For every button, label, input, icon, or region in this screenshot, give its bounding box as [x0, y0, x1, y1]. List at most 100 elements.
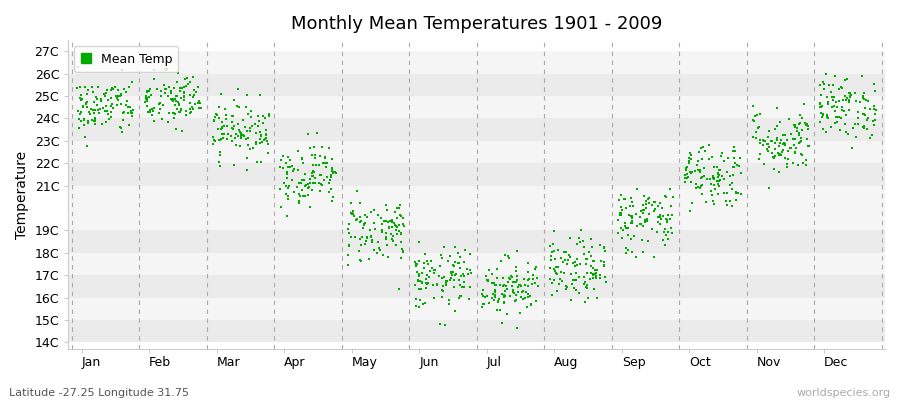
Point — [505, 283, 519, 290]
Point — [549, 270, 563, 276]
Point — [508, 279, 523, 286]
Point — [490, 275, 504, 281]
Point — [113, 101, 128, 107]
Point — [611, 217, 625, 224]
Bar — [68, 275, 885, 298]
Point — [72, 95, 86, 102]
Point — [112, 93, 126, 99]
Point — [777, 140, 791, 146]
Point — [325, 198, 339, 204]
Point — [559, 248, 573, 255]
Point — [475, 304, 490, 310]
Point — [205, 134, 220, 141]
Point — [651, 203, 665, 210]
Point — [248, 139, 263, 146]
Point — [729, 188, 743, 195]
Point — [110, 95, 124, 102]
Point — [506, 287, 520, 293]
Point — [579, 261, 593, 267]
Point — [280, 168, 294, 175]
Point — [253, 136, 267, 142]
Point — [681, 173, 696, 180]
Point — [146, 108, 160, 114]
Point — [444, 269, 458, 275]
Point — [499, 282, 513, 289]
Point — [451, 260, 465, 266]
Point — [864, 132, 878, 138]
Point — [799, 162, 814, 168]
Point — [328, 169, 343, 176]
Point — [634, 208, 649, 214]
Point — [518, 294, 533, 301]
Point — [87, 118, 102, 124]
Point — [353, 219, 367, 225]
Point — [370, 250, 384, 256]
Point — [706, 200, 721, 207]
Point — [572, 274, 586, 280]
Point — [237, 132, 251, 139]
Point — [849, 133, 863, 140]
Point — [325, 168, 339, 174]
Point — [220, 136, 235, 142]
Point — [356, 222, 371, 228]
Point — [413, 296, 428, 303]
Point — [706, 175, 720, 181]
Point — [139, 92, 153, 99]
Point — [384, 219, 399, 225]
Point — [76, 117, 91, 123]
Point — [94, 121, 109, 127]
Point — [725, 148, 740, 154]
Point — [778, 140, 792, 147]
Point — [285, 177, 300, 183]
Point — [114, 128, 129, 135]
Point — [418, 251, 432, 257]
Point — [682, 155, 697, 162]
Point — [845, 145, 859, 151]
Point — [212, 152, 227, 159]
Point — [786, 135, 800, 142]
Point — [377, 218, 392, 224]
Point — [184, 106, 198, 112]
Point — [255, 138, 269, 145]
Point — [123, 104, 138, 110]
Point — [662, 228, 676, 235]
Point — [476, 293, 491, 300]
Point — [143, 106, 157, 113]
Point — [318, 160, 332, 166]
Point — [720, 202, 734, 208]
Point — [360, 214, 374, 220]
Point — [648, 199, 662, 206]
Point — [421, 261, 436, 267]
Point — [304, 173, 319, 179]
Point — [554, 278, 569, 284]
Point — [410, 303, 424, 309]
Point — [814, 101, 828, 108]
Point — [706, 164, 721, 170]
Point — [760, 141, 775, 148]
Point — [285, 168, 300, 174]
Point — [684, 152, 698, 158]
Point — [314, 172, 328, 178]
Point — [314, 144, 328, 150]
Point — [702, 156, 716, 162]
Point — [592, 272, 607, 278]
Point — [813, 119, 827, 126]
Point — [90, 102, 104, 108]
Point — [123, 108, 138, 114]
Point — [428, 270, 442, 276]
Point — [578, 279, 592, 285]
Point — [86, 118, 101, 124]
Point — [588, 271, 602, 278]
Point — [711, 180, 725, 187]
Point — [680, 175, 694, 181]
Point — [384, 216, 399, 223]
Point — [154, 93, 168, 99]
Point — [432, 272, 446, 279]
Point — [237, 117, 251, 123]
Point — [589, 273, 603, 280]
Point — [502, 276, 517, 282]
Point — [215, 124, 230, 130]
Point — [784, 131, 798, 137]
Point — [501, 252, 516, 259]
Point — [125, 79, 140, 86]
